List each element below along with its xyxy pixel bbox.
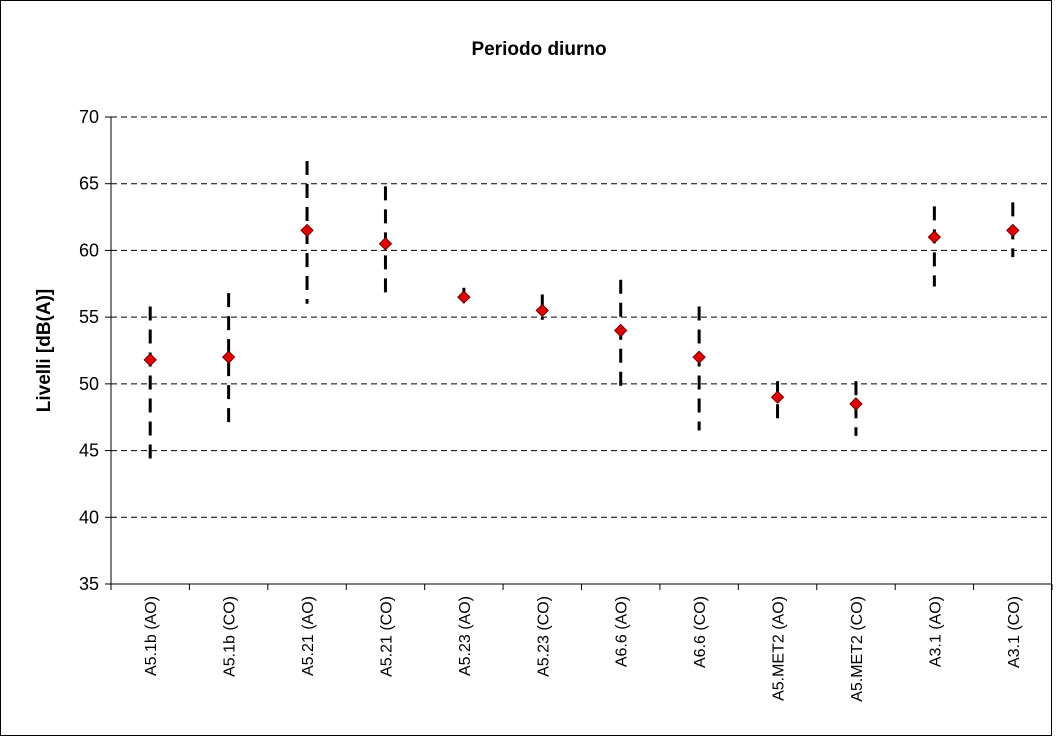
y-tick-label: 60: [79, 240, 99, 260]
y-tick-label: 35: [79, 574, 99, 594]
x-tick-label: A3.1 (AO): [927, 596, 944, 667]
data-point: [535, 303, 549, 318]
data-point: [143, 353, 157, 367]
x-tick-label: A5.23 (CO): [535, 596, 552, 677]
data-point: [1006, 223, 1020, 238]
data-point: [927, 230, 942, 244]
x-tick-label: A5.1b (CO): [222, 596, 239, 677]
y-axis-label: Livelli [dB(A)]: [34, 289, 55, 413]
data-point: [614, 323, 628, 338]
x-tick-label: A5.21 (CO): [378, 596, 395, 677]
data-point: [378, 237, 393, 251]
x-tick-label: A6.6 (AO): [614, 596, 631, 667]
data-point: [300, 223, 314, 238]
x-tick-label: A5.MET2 (CO): [849, 596, 866, 702]
grid-layer: [111, 116, 1052, 518]
data-point: [770, 390, 785, 404]
y-tick-label: 40: [79, 507, 99, 527]
x-tick-label: A5.1b (AO): [143, 596, 160, 676]
y-tick-label: 45: [79, 441, 99, 461]
x-tick-label: A5.21 (AO): [300, 596, 317, 676]
x-tick-label: A5.MET2 (AO): [771, 596, 788, 701]
x-tick-label: A5.23 (AO): [457, 596, 474, 676]
x-tick-label: A3.1 (CO): [1006, 596, 1023, 668]
data-point: [457, 290, 471, 304]
axis-layer: 35 40 45 50 55 60 65 70 A5.1b (AO) A5.1b (CO) A5.2…: [79, 107, 1053, 702]
y-tick-label: 55: [79, 307, 99, 327]
x-tick-label: A6.6 (CO): [692, 596, 709, 668]
y-tick-label: 50: [79, 374, 99, 394]
chart-title: Periodo diurno: [471, 39, 606, 60]
data-point: [692, 350, 706, 364]
y-tick-label: 65: [79, 174, 99, 194]
marker-layer: [143, 223, 1020, 411]
y-tick-label: 70: [79, 107, 99, 127]
data-point: [849, 397, 863, 411]
range-layer: [148, 161, 1015, 460]
data-point: [221, 350, 236, 364]
